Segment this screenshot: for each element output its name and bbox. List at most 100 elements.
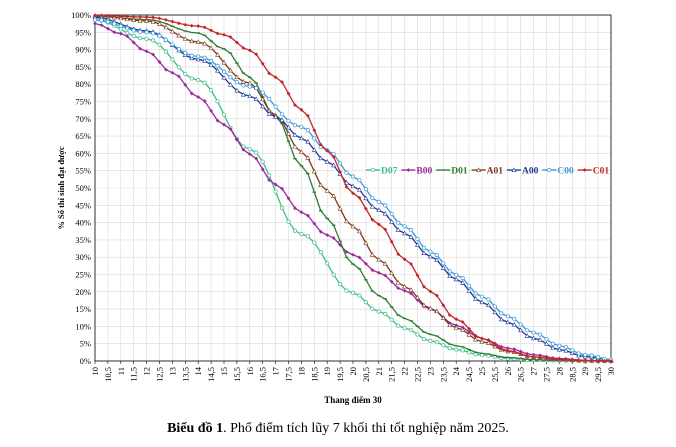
data-point (118, 24, 123, 29)
data-point (131, 17, 137, 23)
data-point (467, 350, 472, 355)
data-point (235, 40, 239, 45)
data-point (479, 299, 485, 305)
data-point (137, 18, 143, 23)
data-point (589, 353, 594, 358)
data-point (183, 71, 188, 77)
data-point (254, 86, 259, 91)
data-point (344, 288, 349, 293)
data-point (440, 315, 446, 320)
x-tick-label: 25 (477, 367, 487, 376)
data-point (473, 333, 478, 338)
data-point (144, 49, 149, 54)
data-point (576, 358, 581, 363)
data-point (543, 341, 550, 346)
data-point (164, 17, 168, 22)
data-point (305, 213, 310, 218)
x-tick-label: 28,5 (567, 367, 577, 382)
data-point (151, 38, 156, 43)
data-point (422, 284, 426, 289)
data-point (563, 357, 568, 362)
data-point (370, 196, 375, 201)
data-point (382, 260, 388, 266)
data-point (254, 156, 259, 161)
data-point (312, 128, 317, 133)
data-point (312, 240, 317, 245)
data-point (511, 167, 517, 172)
data-point (299, 124, 304, 129)
x-tick-label: 24 (451, 366, 461, 375)
data-point (260, 90, 265, 95)
data-point (364, 206, 368, 211)
y-tick-label: 5% (80, 339, 91, 349)
data-point (189, 53, 194, 58)
data-point (505, 314, 510, 319)
data-point (176, 46, 181, 52)
data-point (292, 144, 298, 149)
data-point (357, 293, 362, 298)
data-point (273, 189, 278, 194)
data-point (293, 206, 297, 211)
data-point (247, 152, 252, 156)
data-point (311, 168, 317, 174)
data-point (305, 234, 310, 239)
data-point (350, 290, 356, 295)
data-point (427, 305, 433, 311)
x-tick-label: 30 (606, 367, 616, 376)
legend-item-D07: D07 (366, 167, 398, 177)
data-point (170, 57, 175, 62)
data-point (325, 233, 330, 237)
y-tick-label: 20% (75, 287, 91, 297)
data-point (331, 236, 336, 240)
y-tick-label: 100% (71, 10, 91, 20)
data-point (428, 249, 433, 254)
data-point (512, 349, 517, 354)
x-tick-label: 14,5 (206, 367, 216, 382)
data-point (460, 275, 465, 281)
axes: 10 10,5 11 11,5 12 12,5 13 13,5 14 14,5 15 15,5 16 16… (71, 10, 616, 382)
data-point (227, 82, 233, 87)
data-point (370, 268, 375, 273)
data-point (202, 80, 207, 85)
data-point (151, 15, 155, 20)
data-point (363, 300, 368, 305)
data-point (544, 337, 549, 342)
data-point (298, 135, 304, 141)
data-point (112, 13, 117, 18)
data-point (406, 168, 411, 172)
data-point (228, 75, 233, 80)
data-point (163, 37, 169, 42)
data-point (99, 18, 104, 23)
data-point (234, 74, 240, 80)
x-tick-label: 21,5 (387, 367, 397, 382)
x-tick-label: 29,5 (593, 367, 603, 382)
data-point (344, 185, 349, 189)
data-point (409, 291, 413, 296)
data-point (512, 347, 517, 352)
legend-label: C00 (557, 167, 574, 177)
data-point (318, 229, 323, 234)
data-point (421, 337, 427, 342)
x-tick-label: 11,5 (129, 367, 139, 382)
data-point (273, 114, 279, 119)
data-point (338, 170, 342, 174)
data-point (350, 174, 356, 179)
data-point (351, 191, 355, 196)
data-point (376, 199, 381, 204)
data-point (383, 273, 388, 278)
data-point (331, 193, 337, 198)
data-point (570, 348, 575, 353)
data-point (260, 96, 266, 102)
data-point (363, 187, 368, 192)
data-point (183, 50, 188, 56)
data-point (221, 69, 227, 74)
data-point (331, 162, 337, 168)
data-point (176, 32, 182, 38)
data-point (227, 67, 233, 73)
data-point (557, 343, 562, 348)
data-point (138, 29, 143, 34)
data-point (234, 80, 239, 85)
data-point (260, 61, 265, 66)
data-point (518, 322, 523, 327)
data-point (499, 346, 504, 351)
